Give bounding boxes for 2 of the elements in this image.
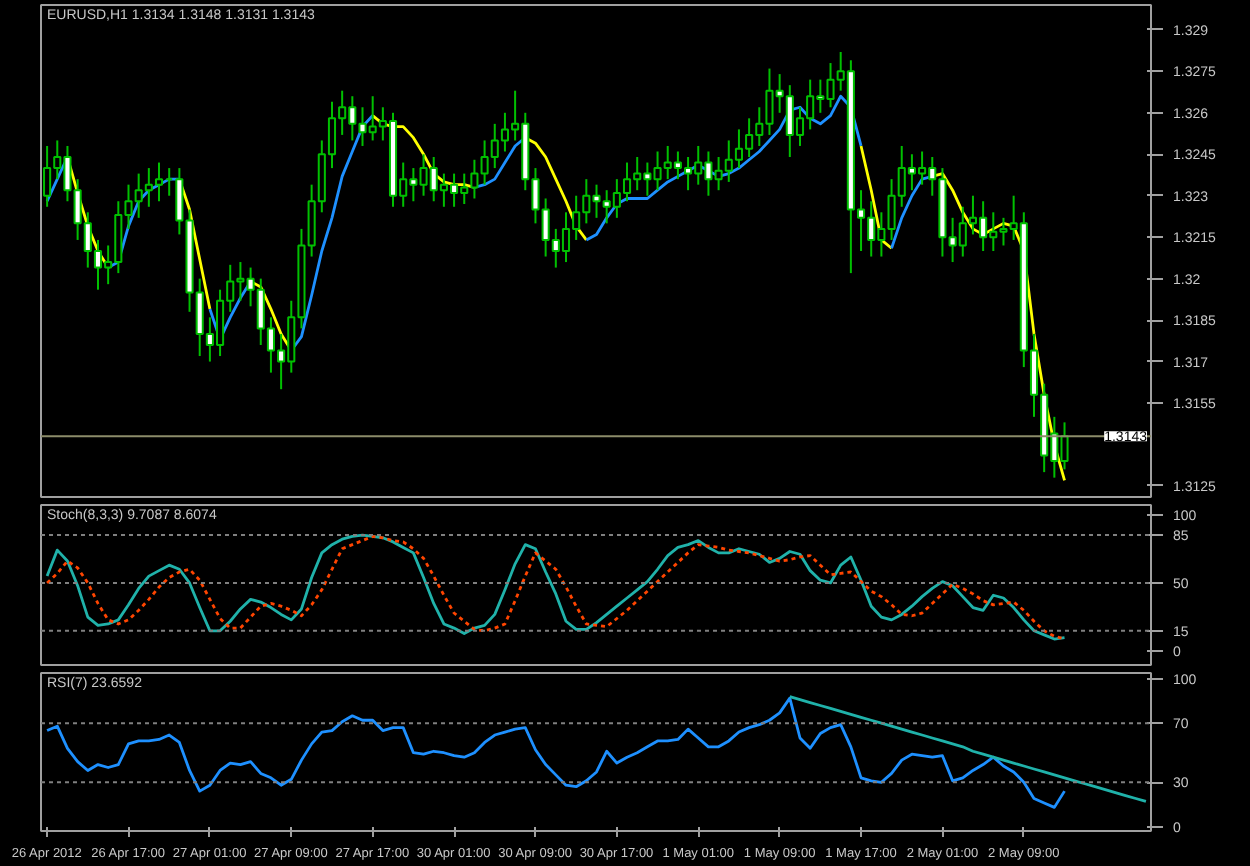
line-series	[45, 696, 1066, 809]
line-series	[788, 695, 1148, 803]
